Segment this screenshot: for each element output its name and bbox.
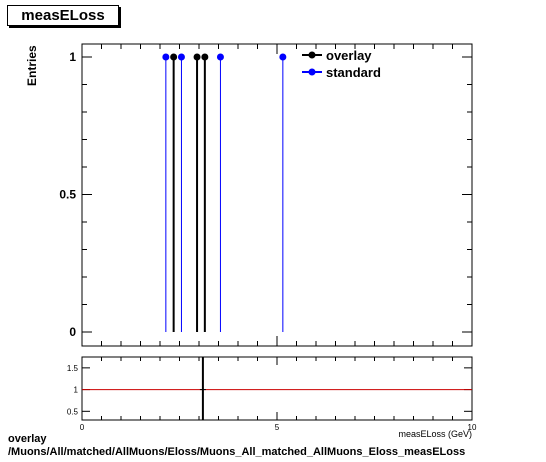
- ratio-series: [82, 357, 472, 420]
- ratio-panel: 0.5 1 1.5 0 5 10 measELoss (GeV): [67, 356, 477, 439]
- chart-title: measELoss: [7, 5, 119, 26]
- standard-point: [216, 53, 224, 61]
- y-tick-label: 0.5: [59, 188, 76, 202]
- main-ticks: 00.51: [59, 44, 473, 346]
- y-tick-label: 1: [69, 50, 76, 64]
- standard-point: [177, 53, 185, 61]
- standard-point: [162, 53, 170, 61]
- ratio-frame: [81, 356, 473, 421]
- legend-label-standard: standard: [326, 65, 381, 80]
- ratio-xlabel: measELoss (GeV): [398, 429, 472, 439]
- footer-path: /Muons/All/matched/AllMuons/Eloss/Muons_…: [8, 446, 466, 458]
- footer-dataset: overlay: [8, 433, 47, 445]
- legend-marker-overlay: [308, 51, 316, 59]
- ratio-x-tick-label: 10: [468, 423, 477, 432]
- overlay-point: [170, 53, 178, 61]
- overlay-point: [193, 53, 201, 61]
- ratio-y-tick-label: 1: [74, 386, 79, 395]
- legend-marker-standard: [308, 68, 316, 76]
- ratio-ticks: 0.5 1 1.5 0 5 10: [67, 357, 477, 432]
- ratio-x-tick-label: 0: [80, 423, 85, 432]
- legend-label-overlay: overlay: [326, 48, 372, 63]
- y-tick-label: 0: [69, 325, 76, 339]
- main-frame: [81, 43, 473, 347]
- main-ylabel: Entries: [25, 45, 39, 86]
- ratio-x-tick-label: 5: [275, 423, 280, 432]
- ratio-y-tick-label: 1.5: [67, 364, 79, 373]
- overlay-point: [201, 53, 209, 61]
- standard-point: [279, 53, 287, 61]
- ratio-y-tick-label: 0.5: [67, 407, 79, 416]
- legend: overlay standard: [302, 48, 381, 80]
- main-series: [162, 53, 287, 332]
